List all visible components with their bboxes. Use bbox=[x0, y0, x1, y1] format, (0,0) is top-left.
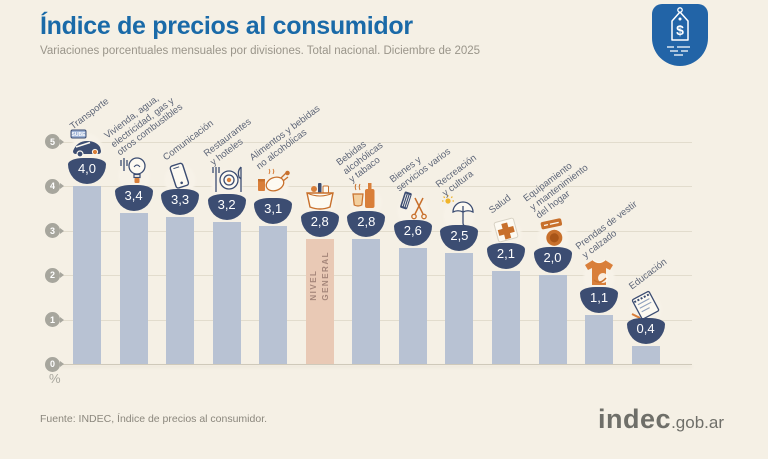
y-axis-unit-label: % bbox=[49, 371, 61, 386]
bar-drinks bbox=[352, 239, 381, 364]
y-axis-tick-2: 2 bbox=[45, 267, 64, 283]
value-badge: 3,4 bbox=[114, 184, 153, 211]
bar-umbrella bbox=[445, 252, 474, 364]
value-badge: 0,4 bbox=[626, 318, 665, 345]
category-label: Alimentos y bebidas no alcohólicas bbox=[248, 103, 330, 172]
category-label: Transporte bbox=[68, 95, 112, 132]
header: Índice de precios al consumidor Variacio… bbox=[40, 12, 480, 57]
bar-cutlery bbox=[212, 221, 241, 364]
y-axis-tick-3: 3 bbox=[45, 223, 64, 238]
source-note: Fuente: INDEC, Índice de precios al cons… bbox=[40, 413, 268, 425]
bar-personal-goods bbox=[398, 248, 427, 364]
price-tag-badge: $ bbox=[652, 4, 708, 66]
bar-notebook bbox=[631, 346, 660, 364]
value-badge: 2,1 bbox=[486, 242, 525, 269]
value-badge: 2,8 bbox=[347, 211, 386, 238]
value-badge: 1,1 bbox=[580, 287, 619, 314]
y-axis-tick-5: 5 bbox=[45, 134, 64, 149]
bar-car bbox=[73, 186, 101, 364]
health-cross-icon bbox=[487, 212, 524, 247]
bar-food bbox=[259, 226, 288, 364]
car-icon: SUBE bbox=[69, 128, 105, 162]
basket-icon bbox=[301, 181, 338, 216]
category-label-line: Transporte bbox=[68, 95, 112, 132]
bar-washing-machine bbox=[538, 275, 567, 364]
tshirt-icon bbox=[581, 257, 618, 292]
bar-tshirt bbox=[585, 315, 614, 364]
svg-text:$: $ bbox=[676, 22, 684, 38]
cutlery-icon bbox=[208, 163, 245, 198]
value-badge: 2,5 bbox=[440, 224, 479, 251]
page-title: Índice de precios al consumidor bbox=[40, 12, 413, 40]
y-axis-tick-0: 0 bbox=[45, 356, 64, 372]
gridline bbox=[60, 364, 692, 365]
page-subtitle: Variaciones porcentuales mensuales por d… bbox=[40, 45, 481, 57]
value-badge: 2,8 bbox=[300, 211, 339, 238]
bar-phone bbox=[166, 217, 195, 364]
value-badge: 4,0 bbox=[68, 158, 106, 184]
bulb-icon bbox=[115, 154, 152, 189]
indec-logo-suffix: .gob.ar bbox=[671, 413, 724, 432]
umbrella-icon bbox=[441, 194, 478, 229]
svg-text:SUBE: SUBE bbox=[72, 132, 87, 138]
nivel-general-label: NIVEL GENERAL bbox=[308, 251, 330, 302]
value-badge: 3,3 bbox=[161, 189, 200, 216]
notebook-icon bbox=[627, 288, 664, 323]
value-badge: 2,0 bbox=[533, 247, 572, 273]
phone-icon bbox=[162, 159, 199, 194]
indec-logo: indec .gob.ar bbox=[598, 404, 724, 435]
price-tag-icon: $ bbox=[659, 6, 701, 65]
washing-machine-icon bbox=[534, 217, 571, 251]
value-badge: 3,2 bbox=[207, 193, 246, 220]
category-label: Equipamiento y mantenimiento del hogar bbox=[521, 154, 597, 221]
y-axis-tick-1: 1 bbox=[45, 312, 64, 327]
drinks-icon bbox=[348, 181, 385, 216]
bar-health-cross bbox=[491, 270, 520, 364]
indec-logo-main: indec bbox=[598, 404, 672, 434]
food-icon bbox=[255, 168, 292, 203]
category-label: Bebidas alcohólicas y tabaco bbox=[335, 132, 391, 185]
bar-bulb bbox=[119, 212, 148, 364]
personal-goods-icon bbox=[394, 190, 431, 225]
value-badge: 2,6 bbox=[393, 220, 432, 247]
gridline bbox=[60, 141, 692, 143]
bar-basket: NIVEL GENERAL bbox=[305, 239, 334, 364]
value-badge: 3,1 bbox=[254, 198, 293, 225]
y-axis-tick-4: 4 bbox=[45, 178, 64, 194]
